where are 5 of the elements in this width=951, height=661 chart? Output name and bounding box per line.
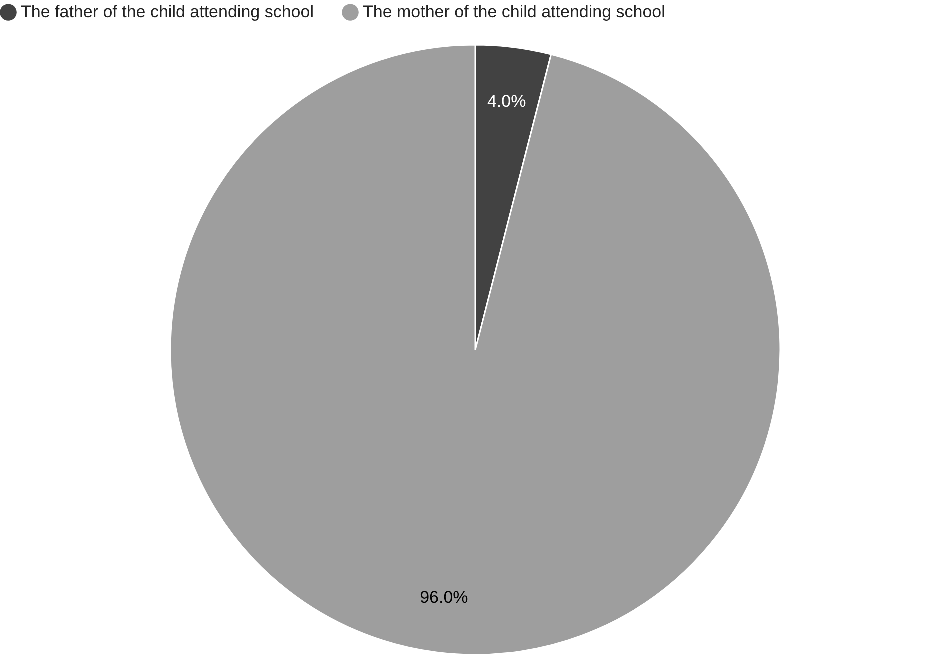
- pie-slice: [170, 44, 782, 656]
- data-label: 4.0%: [487, 92, 526, 111]
- legend-label: The father of the child attending school: [21, 2, 314, 22]
- legend-label: The mother of the child attending school: [363, 2, 666, 22]
- data-label: 96.0%: [420, 588, 468, 608]
